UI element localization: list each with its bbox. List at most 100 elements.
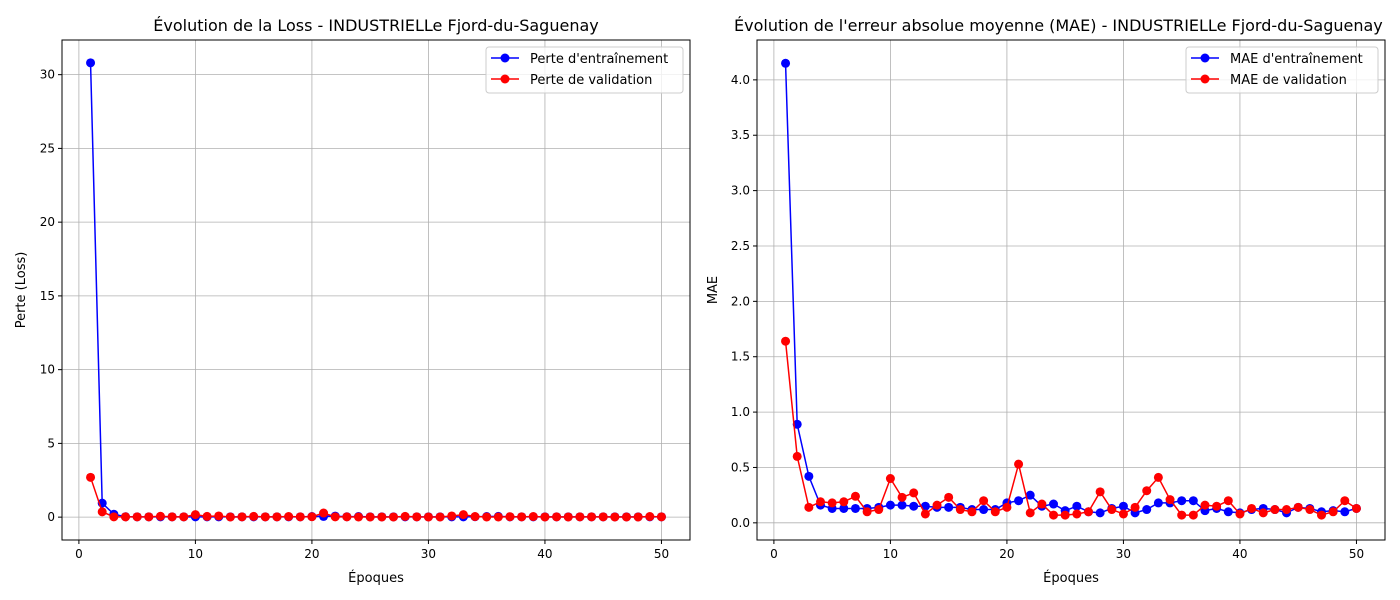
loss-series-1-point-23 xyxy=(354,512,364,522)
mae-series-0-point-38 xyxy=(1223,507,1233,517)
loss-ytick-label-6: 30 xyxy=(40,68,55,82)
mae-series-1-point-1 xyxy=(792,451,802,461)
loss-series-1-point-15 xyxy=(260,512,270,522)
loss-series-1-point-43 xyxy=(587,512,597,522)
loss-ylabel: Perte (Loss) xyxy=(14,252,29,329)
loss-series-1-point-16 xyxy=(272,512,282,522)
mae-series-0-point-31 xyxy=(1142,505,1152,515)
loss-series-1-point-3 xyxy=(121,512,130,522)
mae-series-1-point-26 xyxy=(1083,507,1093,517)
mae-series-1-point-3 xyxy=(816,497,825,507)
loss-series-1-point-34 xyxy=(482,512,492,522)
mae-series-1-point-34 xyxy=(1177,510,1187,520)
loss-yticks: 0 5 10 15 20 25 30 xyxy=(40,68,62,524)
mae-series-1-point-46 xyxy=(1317,510,1326,520)
mae-series-0-point-25 xyxy=(1072,501,1082,511)
mae-series-0-point-5 xyxy=(839,503,849,513)
loss-ytick-label-1: 5 xyxy=(47,436,55,450)
loss-grid xyxy=(62,40,690,540)
mae-ytick-label-2: 1.0 xyxy=(731,405,750,419)
mae-series-1-point-14 xyxy=(944,492,954,502)
mae-xtick-label-4: 40 xyxy=(1232,547,1247,561)
loss-xtick-label-1: 10 xyxy=(188,547,203,561)
loss-series-1-point-32 xyxy=(458,510,468,520)
loss-series-1-point-41 xyxy=(563,512,573,522)
loss-xtick-label-2: 20 xyxy=(304,547,319,561)
mae-series-1-point-25 xyxy=(1072,509,1082,519)
mae-series-1-point-5 xyxy=(839,497,849,507)
mae-series-1-point-16 xyxy=(967,507,977,517)
mae-ytick-label-1: 0.5 xyxy=(731,460,750,474)
loss-series-1-point-4 xyxy=(132,512,142,522)
mae-series-1-point-13 xyxy=(932,500,942,510)
mae-series-0-point-6 xyxy=(850,503,860,513)
mae-series-1-point-31 xyxy=(1142,486,1152,496)
mae-series-0-point-2 xyxy=(804,471,814,481)
mae-xlabel: Époques xyxy=(1043,570,1099,586)
mae-ytick-label-3: 1.5 xyxy=(731,350,750,364)
loss-series-1-point-24 xyxy=(365,512,375,522)
loss-series-1-point-12 xyxy=(225,512,235,522)
mae-ytick-label-0: 0.0 xyxy=(731,516,750,530)
mae-series-1-point-39 xyxy=(1235,509,1245,519)
mae-series-1-point-10 xyxy=(897,492,907,502)
mae-series-1-point-41 xyxy=(1258,508,1268,518)
loss-series-1-point-36 xyxy=(505,512,515,522)
loss-series-1-point-26 xyxy=(388,512,398,522)
loss-xticks: 0 10 20 30 40 50 xyxy=(75,540,669,561)
mae-yticks: 0.0 0.5 1.0 1.5 2.0 2.5 3.0 3.5 4.0 xyxy=(731,73,757,530)
mae-series xyxy=(781,58,1361,520)
mae-ytick-label-4: 2.0 xyxy=(731,294,750,308)
loss-legend-box xyxy=(485,46,684,94)
mae-series-1-point-38 xyxy=(1223,496,1233,506)
mae-series-1-point-48 xyxy=(1340,496,1350,506)
loss-series-1-point-48 xyxy=(645,512,655,522)
mae-series-1-point-30 xyxy=(1130,502,1140,512)
mae-series-1-point-8 xyxy=(874,505,884,515)
mae-series-1-point-11 xyxy=(909,488,919,498)
loss-series-1-point-11 xyxy=(214,511,224,521)
mae-series-0-point-21 xyxy=(1025,490,1035,500)
loss-series-1-point-46 xyxy=(622,512,631,522)
loss-series-1-point-6 xyxy=(155,511,165,521)
loss-legend-marker-train xyxy=(500,53,510,63)
loss-series-1-point-18 xyxy=(295,512,305,522)
mae-xticks: 0 10 20 30 40 50 xyxy=(770,540,1364,561)
loss-legend-marker-val xyxy=(500,74,510,84)
mae-series-1-point-21 xyxy=(1025,508,1035,518)
loss-series-1-point-9 xyxy=(190,510,200,520)
mae-xtick-label-2: 20 xyxy=(999,547,1014,561)
mae-series-0-point-20 xyxy=(1014,496,1024,506)
mae-series-0-point-48 xyxy=(1340,507,1350,517)
mae-series-1-point-2 xyxy=(804,502,814,512)
mae-series-1-point-44 xyxy=(1293,502,1303,512)
loss-ytick-label-4: 20 xyxy=(40,215,55,229)
loss-plot-frame xyxy=(61,39,691,541)
mae-series-0-point-1 xyxy=(792,419,802,429)
mae-legend-label-train: MAE d'entraînement xyxy=(1230,52,1363,67)
loss-series-1-point-30 xyxy=(435,512,445,522)
loss-series-1-point-40 xyxy=(552,512,562,522)
mae-series-0-point-23 xyxy=(1049,499,1059,509)
mae-series-0-point-34 xyxy=(1177,496,1187,506)
loss-series-1-point-27 xyxy=(400,511,410,521)
mae-series-1-point-0 xyxy=(781,336,791,346)
mae-series-0-point-14 xyxy=(944,502,954,512)
mae-ytick-label-8: 4.0 xyxy=(731,73,750,87)
mae-series-1-point-20 xyxy=(1014,459,1024,469)
loss-series-1-point-39 xyxy=(540,512,550,522)
loss-series-1-point-19 xyxy=(307,512,317,522)
mae-series-1-point-19 xyxy=(1002,502,1012,512)
mae-series-1-point-35 xyxy=(1188,510,1198,520)
mae-series-0-point-0 xyxy=(781,58,791,68)
mae-chart: 0 10 20 30 40 50 0.00.51.01.52.02.53.03.54.0 … xyxy=(706,16,1386,586)
loss-legend: Perte d'entraînement Perte de validation xyxy=(485,46,684,94)
loss-series-1-point-44 xyxy=(598,512,608,522)
loss-series-1-point-7 xyxy=(167,512,177,522)
mae-series-1-point-43 xyxy=(1282,505,1292,515)
mae-series-0-point-27 xyxy=(1095,508,1105,518)
mae-xtick-label-5: 50 xyxy=(1349,547,1364,561)
mae-legend-label-val: MAE de validation xyxy=(1230,73,1347,88)
mae-series-1-point-27 xyxy=(1095,487,1105,497)
